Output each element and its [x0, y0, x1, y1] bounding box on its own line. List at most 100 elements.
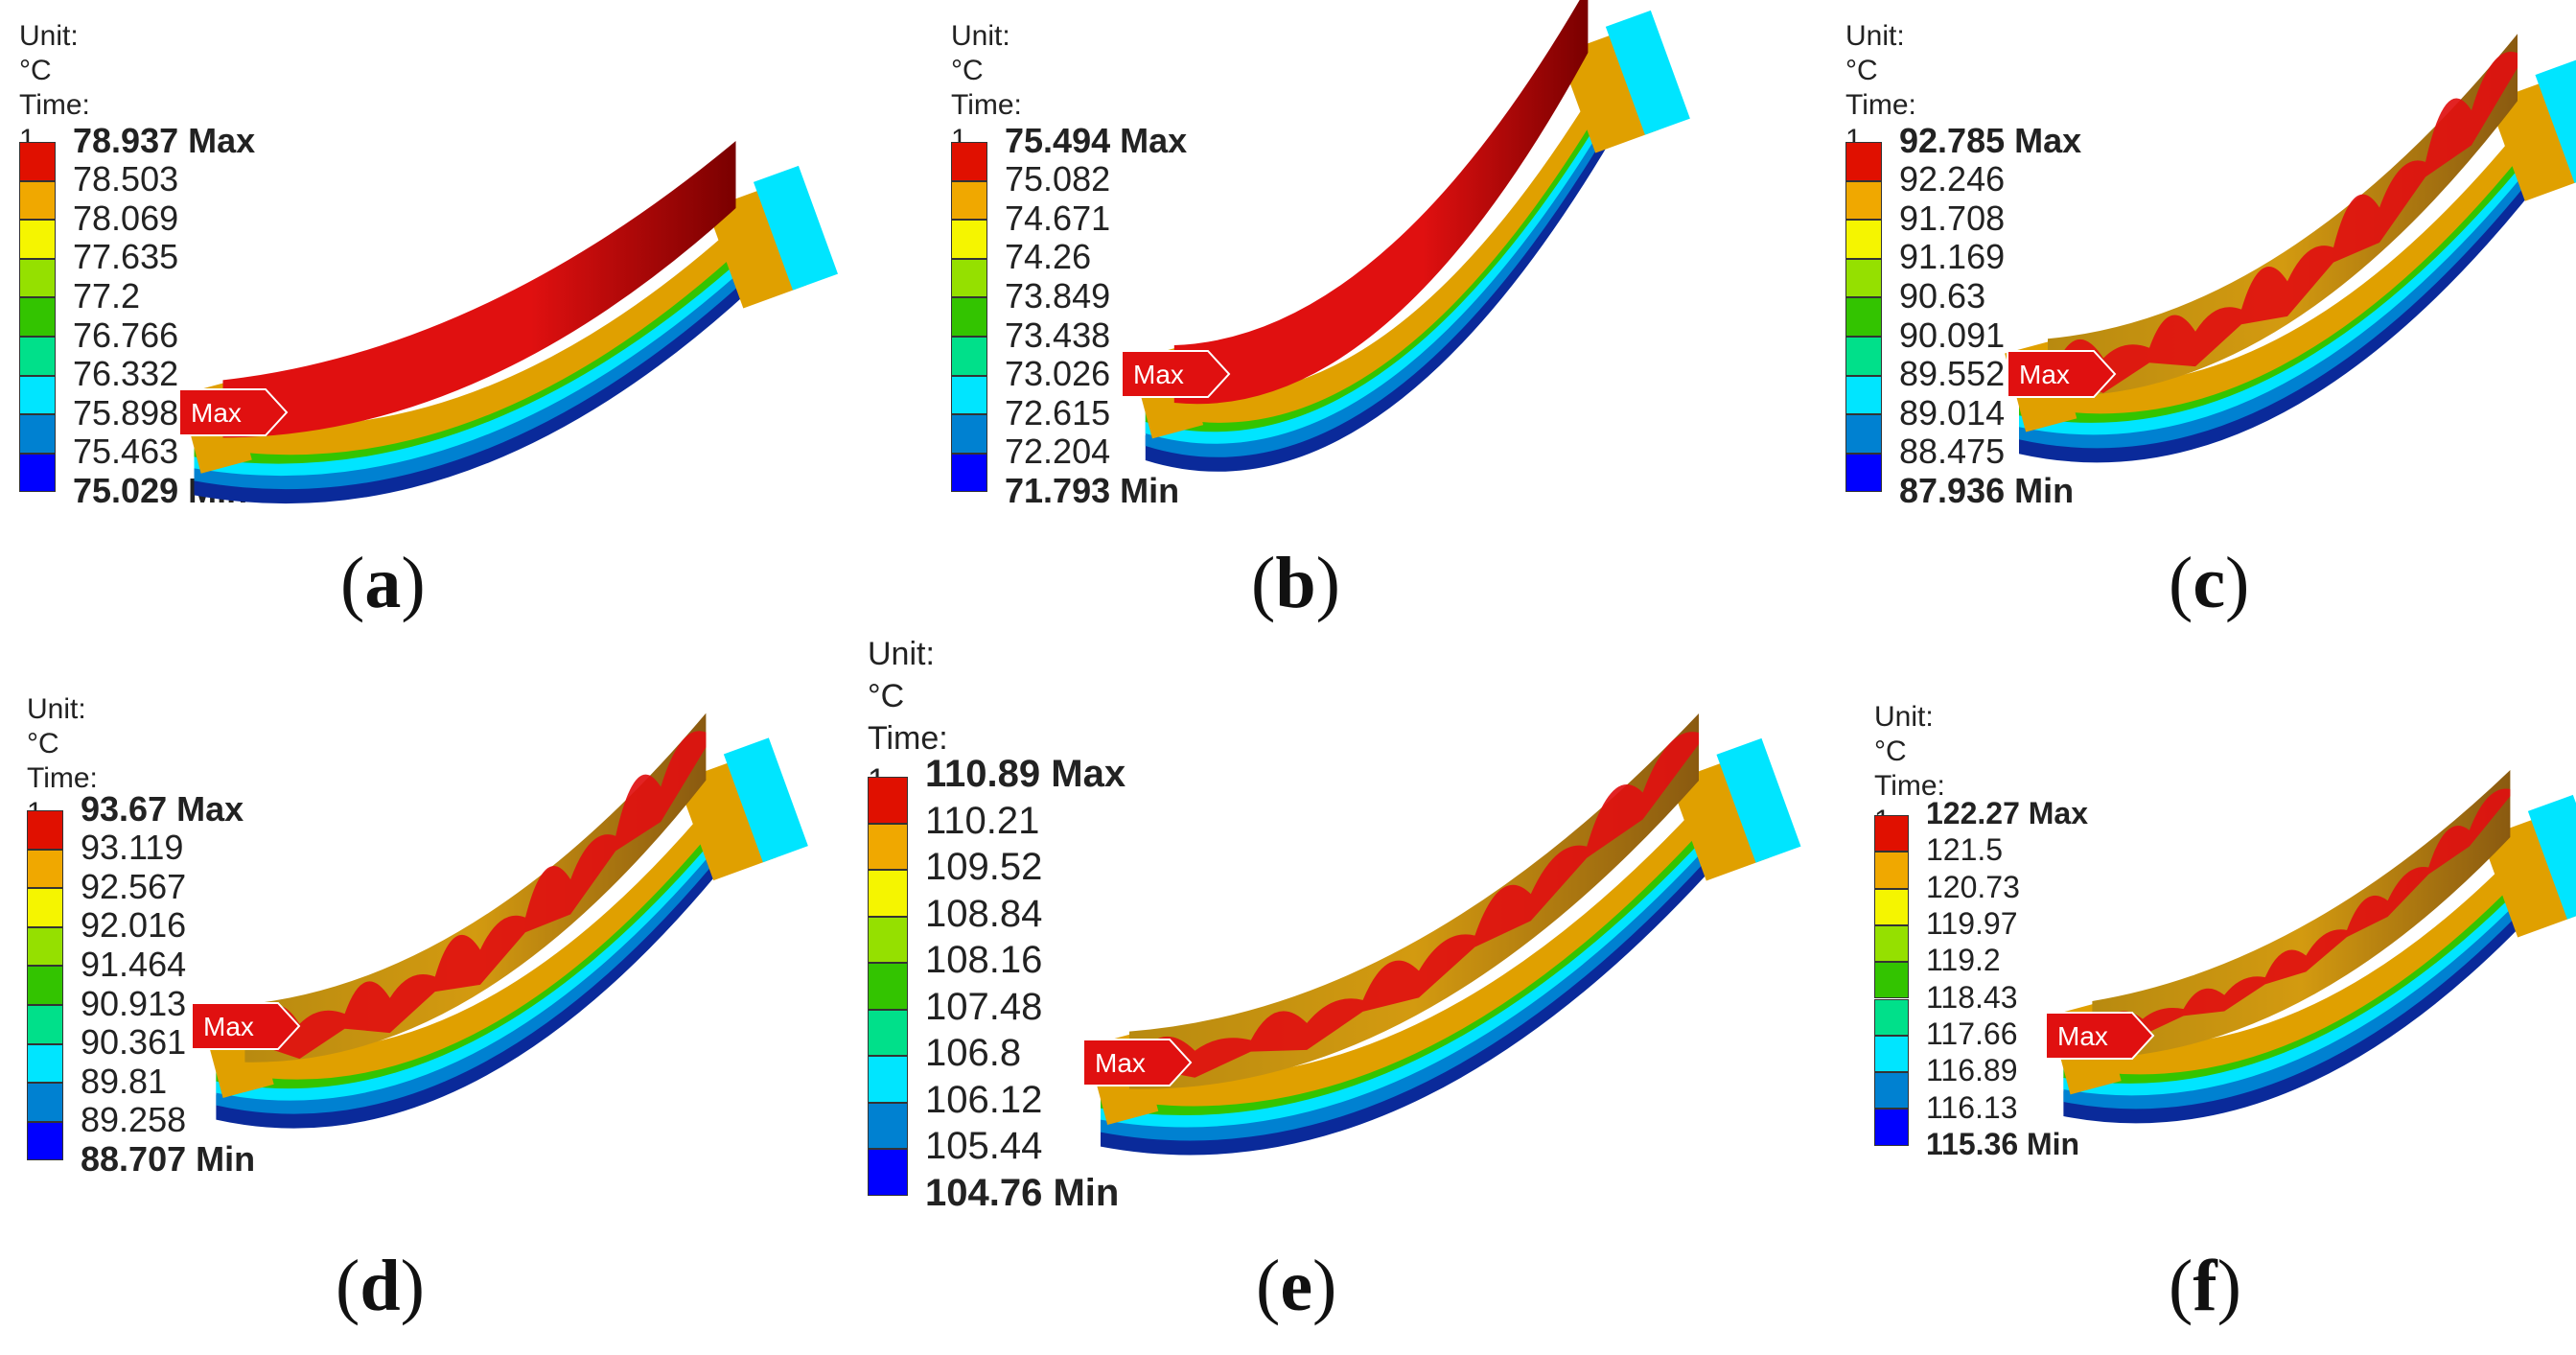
max-flag-shape: [1121, 350, 1231, 398]
legend-swatch: [19, 453, 56, 493]
legend-swatch: [27, 1043, 63, 1084]
legend-tick-label: 72.615: [1005, 392, 1111, 432]
legend-swatch: [19, 258, 56, 298]
legend-tick-label: 74.671: [1005, 198, 1111, 238]
legend-swatch: [27, 849, 63, 889]
unit-label: Unit: °C: [868, 636, 935, 714]
caption-letter: d: [360, 1246, 401, 1326]
legend-tick-label: 89.552: [1899, 354, 2006, 394]
shell-layer-0: [216, 812, 747, 1129]
caption-open-paren: (: [2169, 1246, 2193, 1326]
legend-tick-label: 108.16: [925, 939, 1043, 982]
legend-tick-label: 110.21: [925, 799, 1040, 842]
legend-tick-label: 106.12: [925, 1078, 1043, 1121]
caption-close-paren: ): [1312, 1246, 1337, 1326]
legend-swatch: [1845, 375, 1882, 415]
temperature-contour-plot: [179, 141, 838, 504]
max-flag-shape: [178, 388, 289, 436]
legend-swatch: [27, 888, 63, 927]
end-block-right-cool: [2527, 794, 2576, 920]
max-flag-label: Max: [203, 1012, 254, 1041]
legend-max-label: 93.67 Max: [81, 788, 244, 829]
end-block-right: [677, 758, 777, 881]
legend-tick-label: 108.84: [925, 892, 1043, 935]
legend-swatch: [868, 963, 908, 1010]
legend-tick-label: 89.258: [81, 1100, 187, 1140]
end-block-right-cool: [753, 165, 838, 291]
legend-swatch: [868, 916, 908, 963]
end-block-right: [2489, 79, 2576, 201]
end-block-right-cool: [723, 737, 808, 863]
legend-tick-label: 92.567: [81, 866, 187, 906]
legend-swatch: [1845, 337, 1882, 376]
legend-min-label: 104.76 Min: [925, 1171, 1120, 1214]
end-block-right: [1559, 31, 1659, 153]
max-flag: Max: [2045, 1012, 2155, 1060]
legend-tick-label: 75.082: [1005, 159, 1111, 199]
legend-swatch: [868, 823, 908, 870]
shell-layer-0: [2019, 133, 2558, 463]
caption-letter: f: [2193, 1246, 2217, 1326]
unit-label: Unit: °C: [19, 20, 79, 86]
legend-tick-label: 117.66: [1926, 1016, 2018, 1051]
legend-max-label: 110.89 Max: [925, 753, 1126, 796]
caption-letter: e: [1280, 1246, 1313, 1326]
max-flag-shape: [2007, 350, 2117, 398]
legend-swatch: [951, 297, 987, 337]
caption-open-paren: (: [1256, 1246, 1281, 1326]
legend-tick-label: 119.2: [1926, 943, 2001, 978]
bearing-shell-model: [201, 713, 808, 1129]
max-flag-label: Max: [2057, 1021, 2108, 1051]
legend-swatch: [27, 966, 63, 1005]
legend-swatch: [1845, 297, 1882, 337]
end-block-right: [707, 186, 807, 309]
legend-tick-label: 92.246: [1899, 159, 2006, 199]
caption-open-paren: (: [2169, 543, 2193, 623]
caption-letter: a: [364, 543, 402, 623]
legend-tick-label: 90.361: [81, 1022, 187, 1063]
legend-swatch: [951, 258, 987, 298]
legend-swatch: [19, 414, 56, 454]
legend-swatch: [19, 297, 56, 337]
temperature-contour-plot: [1086, 713, 1801, 1156]
shell-layer-4: [1145, 32, 1629, 423]
legend-tick-label: 74.26: [1005, 237, 1092, 277]
legend-swatch: [868, 1056, 908, 1103]
legend-swatch: [868, 1102, 908, 1149]
caption-close-paren: ): [401, 543, 426, 623]
legend-swatch: [951, 337, 987, 376]
legend-tick-label: 120.73: [1926, 869, 2020, 904]
bearing-shell-model: [179, 141, 838, 504]
legend-tick-label: 92.016: [81, 905, 187, 946]
panel-caption: (d): [336, 1245, 425, 1328]
end-block-right-cool: [1716, 737, 1801, 863]
legend-swatch: [1874, 815, 1909, 853]
legend-tick-label: 90.63: [1899, 276, 1986, 316]
legend-tick-label: 90.091: [1899, 315, 2006, 355]
legend-swatch: [951, 375, 987, 415]
inner-face: [2092, 770, 2511, 1059]
shell-layer-2: [1101, 790, 1739, 1128]
max-flag-label: Max: [191, 398, 242, 428]
hot-band: [2057, 51, 2518, 393]
unit-label: Unit: °C: [951, 20, 1010, 86]
legend-tick-label: 107.48: [925, 985, 1043, 1028]
panel-caption: (a): [340, 542, 426, 625]
legend-swatch: [868, 1009, 908, 1056]
legend-max-label: 75.494 Max: [1005, 120, 1188, 160]
legend-tick-label: 91.169: [1899, 237, 2006, 277]
caption-open-paren: (: [340, 543, 365, 623]
legend-swatch: [1874, 998, 1909, 1036]
unit-label: Unit: °C: [1845, 20, 1905, 86]
legend-swatch: [868, 1149, 908, 1196]
temperature-contour-plot: [201, 713, 808, 1129]
end-block-right: [1670, 759, 1770, 881]
legend-swatch: [19, 375, 56, 415]
legend-swatch: [1874, 852, 1909, 889]
end-block-right-cool: [1605, 10, 1690, 135]
legend-tick-label: 109.52: [925, 846, 1043, 889]
max-flag-label: Max: [2019, 360, 2070, 389]
legend-tick-label: 119.97: [1926, 906, 2018, 942]
